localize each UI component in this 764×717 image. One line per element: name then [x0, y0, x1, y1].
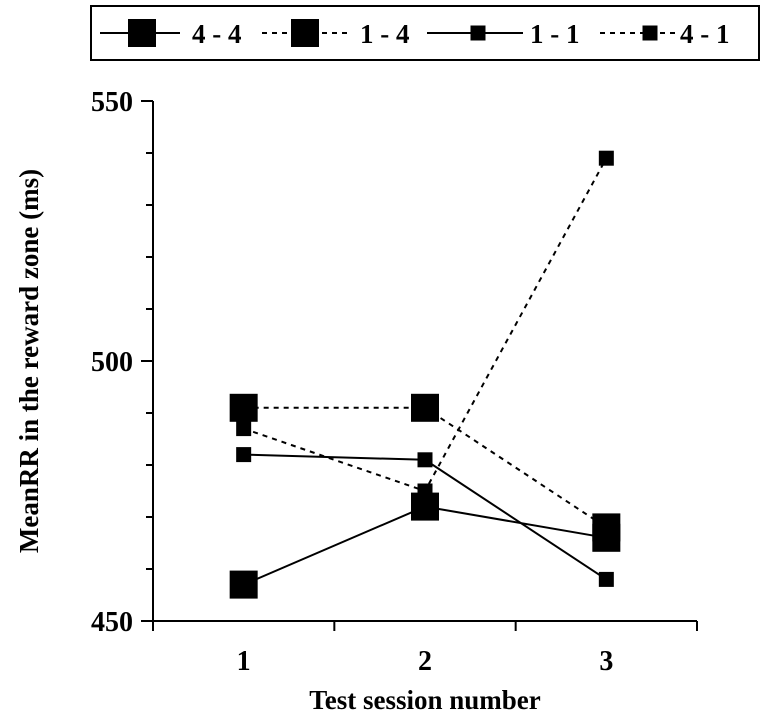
- series-1: [229, 492, 621, 599]
- y-tick-label: 450: [91, 607, 133, 638]
- legend-marker: [642, 25, 658, 41]
- data-point: [229, 570, 258, 599]
- data-point: [236, 447, 252, 463]
- series-3: [236, 447, 614, 587]
- x-tick-label: 3: [599, 646, 613, 677]
- data-point: [592, 513, 621, 542]
- data-point: [598, 571, 614, 587]
- legend-entry: 1 - 1: [427, 19, 580, 49]
- data-point: [598, 150, 614, 166]
- series-layer: [229, 150, 621, 599]
- legend-label: 4 - 4: [192, 19, 242, 49]
- x-ticks: 1 2 3: [152, 621, 698, 677]
- legend-label: 4 - 1: [680, 19, 730, 49]
- legend-entry: 4 - 4: [100, 19, 242, 49]
- legend-entry: 4 - 1: [600, 19, 730, 49]
- data-point: [417, 483, 433, 499]
- data-point: [411, 393, 439, 422]
- series-4: [236, 150, 614, 499]
- series-line: [243, 157, 608, 493]
- legend-entry: 1 - 4: [262, 19, 410, 49]
- legend-marker: [128, 19, 156, 47]
- y-tick-label: 500: [91, 347, 133, 378]
- y-axis-title: MeanRR in the reward zone (ms): [14, 169, 44, 553]
- plot-area: 450 500 550 1 2 3: [91, 87, 698, 677]
- series-2: [229, 393, 621, 542]
- x-tick-label: 2: [418, 646, 432, 677]
- legend-label: 1 - 1: [530, 19, 580, 49]
- data-point: [417, 452, 433, 468]
- legend-marker: [291, 19, 319, 47]
- legend: 4 - 4 1 - 4 1 - 1 4 - 1: [90, 5, 760, 61]
- x-axis-title: Test session number: [309, 685, 541, 715]
- data-point: [229, 393, 258, 422]
- x-tick-label: 1: [237, 646, 251, 677]
- data-point: [236, 421, 252, 437]
- y-tick-label: 550: [91, 87, 133, 118]
- legend-marker: [470, 25, 486, 41]
- y-ticks: 450 500 550: [91, 87, 153, 638]
- legend-label: 1 - 4: [360, 19, 410, 49]
